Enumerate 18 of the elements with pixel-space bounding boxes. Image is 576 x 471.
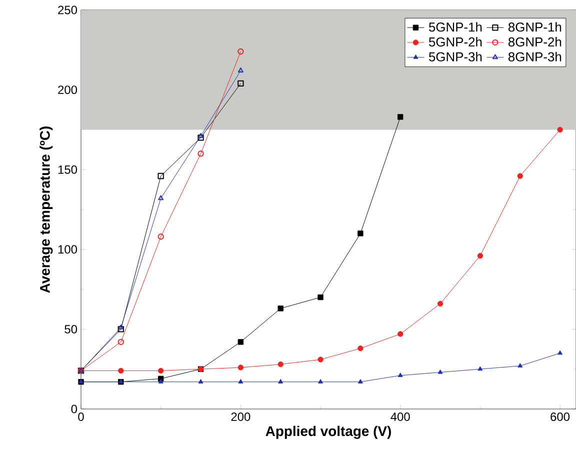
y-tick-label: 250 bbox=[58, 6, 78, 14]
legend-label: 8GNP-2h bbox=[508, 37, 562, 47]
x-tick-label: 0 bbox=[78, 412, 84, 421]
x-tick-label: 600 bbox=[550, 412, 570, 421]
y-tick-label: 200 bbox=[58, 86, 78, 94]
x-tick-label: 400 bbox=[390, 412, 410, 421]
y-tick-label: 100 bbox=[58, 245, 78, 254]
legend-label: 5GNP-3h bbox=[428, 52, 482, 62]
x-tick-label: 200 bbox=[231, 412, 250, 421]
x-axis-title: Applied voltage (V) bbox=[266, 426, 391, 439]
y-tick-label: 50 bbox=[64, 324, 78, 334]
legend-label: 8GNP-1h bbox=[508, 22, 562, 32]
y-tick-label: 0 bbox=[71, 404, 78, 414]
legend-label: 8GNP-3h bbox=[508, 52, 562, 62]
y-tick-label: 150 bbox=[58, 165, 78, 174]
legend-label: 5GNP-1h bbox=[428, 22, 482, 32]
y-axis-title: Average temperature (ºC) bbox=[40, 126, 53, 293]
legend-label: 5GNP-2h bbox=[428, 37, 482, 47]
